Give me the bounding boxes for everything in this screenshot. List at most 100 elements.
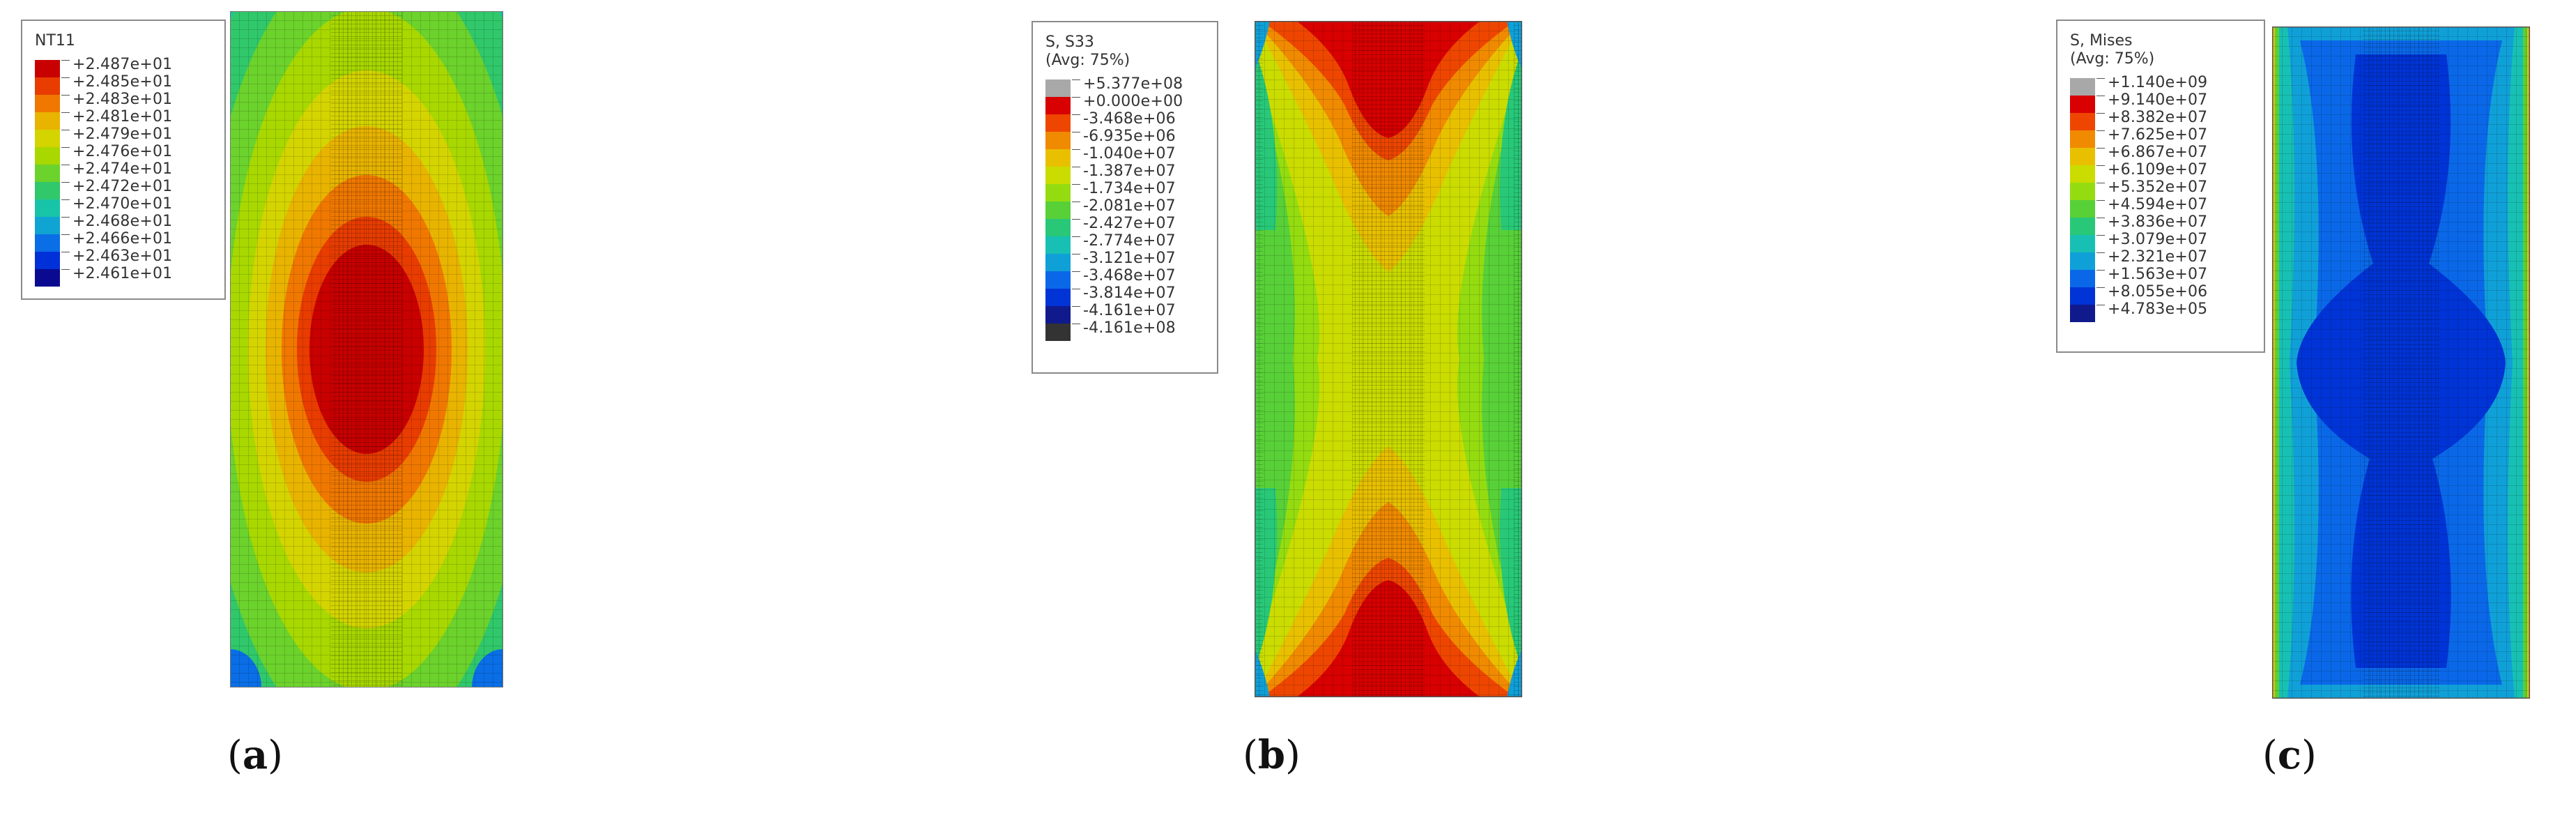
legend-row: +8.055e+06 (2070, 283, 2254, 305)
legend-title: S, Mises (2070, 32, 2133, 50)
legend-value: -2.081e+07 (1083, 197, 1176, 215)
legend-row: +7.625e+07 (2070, 126, 2254, 148)
legend-tick (1072, 236, 1080, 237)
legend-swatch (2070, 287, 2095, 305)
legend-row: -3.468e+06 (1045, 110, 1207, 132)
legend-tick (2096, 235, 2105, 236)
legend-swatch (1045, 306, 1071, 324)
legend-swatch (1045, 202, 1071, 219)
legend-swatch (1045, 114, 1071, 132)
legend-swatch (35, 60, 60, 77)
legend-tick (2096, 130, 2105, 131)
legend-swatch (1045, 184, 1071, 202)
legend-swatch (2070, 270, 2095, 287)
panel-b: S, S33 (Avg: 75%) +5.377e+08 +0.000e+00 … (859, 0, 1717, 813)
legend-swatch (1045, 324, 1071, 341)
legend-value: -3.121e+07 (1083, 250, 1176, 267)
legend-value: +5.377e+08 (1083, 75, 1183, 93)
legend-value: +2.485e+01 (72, 73, 173, 91)
panel-a: NT11 +2.487e+01 +2.485e+01 +2.483e+01 +2… (0, 0, 859, 813)
legend-row: -2.427e+07 (1045, 215, 1207, 236)
legend-swatch (1045, 79, 1071, 97)
legend-value: +9.140e+07 (2108, 91, 2208, 109)
legend-tick (1072, 114, 1080, 115)
legend-row: +0.000e+00 (1045, 93, 1207, 114)
legend-rows: +2.487e+01 +2.485e+01 +2.483e+01 +2.481e… (35, 56, 215, 287)
legend-value: +2.483e+01 (72, 91, 173, 108)
legend-swatch (35, 252, 60, 269)
legend-value: +2.321e+07 (2108, 248, 2208, 266)
legend-swatch (35, 77, 60, 95)
legend-swatch (35, 165, 60, 182)
legend-tick (61, 60, 70, 61)
legend-subtitle: (Avg: 75%) (1045, 52, 1130, 69)
legend-value: +2.468e+01 (72, 213, 173, 230)
legend-swatch (35, 217, 60, 234)
stress-s33-contour-plot (1255, 21, 1522, 697)
legend-value: +4.783e+05 (2108, 301, 2208, 318)
legend-tick (1072, 79, 1080, 80)
caption-a: (a) (227, 732, 284, 778)
legend-row: +2.463e+01 (35, 248, 215, 269)
legend-tick (61, 112, 70, 113)
legend-tick (1072, 271, 1080, 272)
legend-value: +0.000e+00 (1083, 93, 1183, 110)
legend-nt11: NT11 +2.487e+01 +2.485e+01 +2.483e+01 +2… (21, 20, 226, 300)
legend-row: +4.783e+05 (2070, 301, 2254, 322)
legend-swatch (35, 269, 60, 287)
legend-tick (61, 269, 70, 270)
stress-mises-contour-plot (2272, 26, 2530, 699)
legend-tick (2096, 78, 2105, 79)
legend-row: +2.487e+01 (35, 56, 215, 77)
legend-tick (1072, 306, 1080, 307)
legend-value: +2.470e+01 (72, 195, 173, 213)
legend-tick (2096, 165, 2105, 166)
legend-s33: S, S33 (Avg: 75%) +5.377e+08 +0.000e+00 … (1032, 21, 1218, 374)
legend-swatch (2070, 113, 2095, 130)
legend-row: -1.387e+07 (1045, 162, 1207, 184)
legend-row: +3.079e+07 (2070, 231, 2254, 252)
caption-c: (c) (2262, 732, 2317, 778)
legend-tick (1072, 219, 1080, 220)
legend-swatch (2070, 96, 2095, 113)
temperature-contour-plot (230, 11, 503, 687)
legend-row: +6.109e+07 (2070, 161, 2254, 183)
caption-letter: c (2277, 732, 2301, 778)
legend-value: -2.427e+07 (1083, 215, 1176, 232)
legend-row: +2.474e+01 (35, 160, 215, 182)
legend-tick (61, 77, 70, 78)
legend-row: +1.140e+09 (2070, 74, 2254, 96)
legend-swatch (2070, 252, 2095, 270)
legend-title: S, S33 (1045, 33, 1094, 51)
legend-row: +4.594e+07 (2070, 196, 2254, 218)
legend-value: +2.472e+01 (72, 178, 173, 195)
legend-row: -1.040e+07 (1045, 145, 1207, 167)
legend-swatch (1045, 132, 1071, 149)
legend-swatch (2070, 218, 2095, 235)
legend-value: +2.476e+01 (72, 143, 173, 160)
legend-row: +2.481e+01 (35, 108, 215, 130)
legend-tick (1072, 97, 1080, 98)
legend-value: +2.479e+01 (72, 126, 173, 143)
legend-value: -4.161e+07 (1083, 302, 1176, 319)
legend-swatch (2070, 183, 2095, 200)
legend-tick (2096, 113, 2105, 114)
legend-value: -1.734e+07 (1083, 180, 1176, 197)
legend-value: +2.461e+01 (72, 265, 173, 282)
legend-value: +8.382e+07 (2108, 109, 2208, 126)
legend-value: -6.935e+06 (1083, 128, 1176, 145)
legend-swatch (35, 147, 60, 165)
legend-tick (2096, 148, 2105, 149)
legend-row: -4.161e+08 (1045, 319, 1207, 341)
legend-row: -2.774e+07 (1045, 232, 1207, 254)
legend-row: +2.466e+01 (35, 230, 215, 252)
legend-value: -1.387e+07 (1083, 162, 1176, 180)
caption-letter: b (1257, 732, 1286, 778)
legend-swatch (2070, 305, 2095, 322)
panel-c: S, Mises (Avg: 75%) +1.140e+09 +9.140e+0… (1717, 0, 2576, 813)
legend-swatch (1045, 219, 1071, 236)
legend-value: -1.040e+07 (1083, 145, 1176, 162)
legend-row: -3.121e+07 (1045, 250, 1207, 271)
legend-tick (2096, 270, 2105, 271)
legend-value: +2.487e+01 (72, 56, 173, 73)
